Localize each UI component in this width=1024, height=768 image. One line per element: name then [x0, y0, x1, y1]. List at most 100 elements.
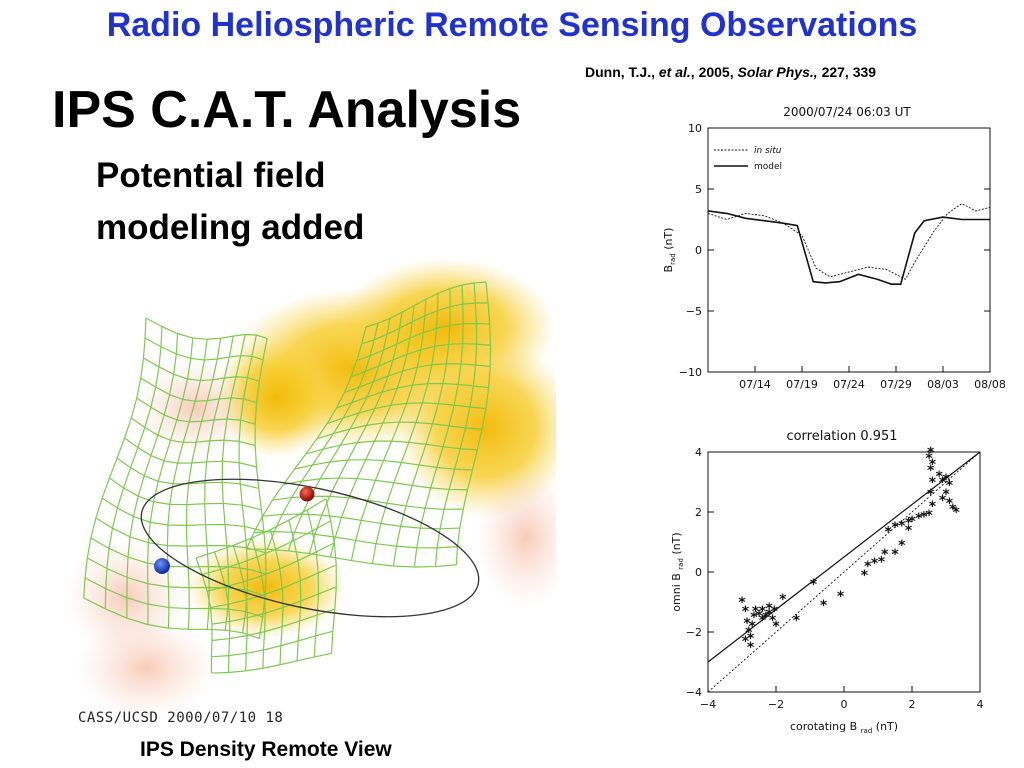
x-axis-label: corotating B rad (nT) [790, 720, 898, 735]
x-tick-label: 07/14 [739, 378, 771, 391]
citation: Dunn, T.J., et al., 2005, Solar Phys., 2… [585, 64, 876, 80]
potential-field-mesh [83, 281, 492, 674]
scatter-point: * [942, 472, 950, 488]
correlation-scatter-chart: correlation 0.951 420−2−4−4 −2 0 2 4 *******… [670, 429, 984, 735]
regression-line [707, 451, 981, 663]
scatter-point: * [953, 505, 961, 521]
scatter-point: * [747, 640, 755, 656]
scatter-point: * [905, 523, 913, 539]
scatter-point: * [747, 631, 755, 647]
mesh-right-lobe [245, 281, 492, 568]
scatter-point: * [881, 547, 889, 563]
scatter-point: * [820, 598, 828, 614]
scatter-point: * [750, 610, 758, 626]
y-tick-label: 0 [695, 566, 702, 579]
visualization-caption: IPS Density Remote View [140, 738, 392, 761]
identity-line [707, 451, 981, 693]
x-tick-label: 07/19 [786, 378, 818, 391]
scatter-point: * [949, 502, 957, 518]
sun-marker [299, 486, 315, 502]
scatter-point: * [769, 613, 777, 629]
citation-journal: Solar Phys., [737, 64, 818, 80]
scatter-point: * [759, 613, 767, 629]
series-model [707, 210, 990, 285]
time-series-chart: 2000/07/24 06:03 UT 10 5 0 −5 −10 07/14 07/19 0… [662, 105, 1006, 391]
x-tick-label: 08/08 [974, 378, 1006, 391]
scatter-point: * [925, 451, 933, 467]
scatter-point: * [942, 487, 950, 503]
scatter-point: * [878, 555, 886, 571]
citation-ref: 227, 339 [821, 64, 877, 80]
y-tick-label: 2 [695, 506, 702, 519]
scatter-point: * [762, 610, 770, 626]
scatter-point: * [929, 457, 937, 473]
x-tick-label: 4 [977, 698, 984, 711]
series-in-situ [707, 203, 991, 280]
y-tick-label: 10 [688, 122, 702, 135]
sub-heading: Potential field modeling added [96, 150, 364, 254]
scatter-point: * [946, 478, 954, 494]
scatter-point: * [793, 613, 801, 629]
scatter-point: * [929, 499, 937, 515]
scatter-point: * [939, 475, 947, 491]
scatter-point: * [920, 510, 928, 526]
y-tick-label: 4 [695, 446, 702, 459]
scatter-point: * [925, 508, 933, 524]
scatter-point: * [898, 538, 906, 554]
citation-etal: et al. [658, 64, 691, 80]
scatter-point: * [864, 559, 872, 575]
y-axis-label: Brad (nT) [662, 228, 677, 273]
y-tick-label: −5 [686, 305, 702, 318]
scatter-point: * [759, 604, 767, 620]
scatter-point: * [772, 619, 780, 635]
citation-author: Dunn, T.J., [585, 64, 655, 80]
scatter-point: * [936, 469, 944, 485]
scatter-point: * [939, 493, 947, 509]
scatter-point: * [885, 525, 893, 541]
legend-label: model [754, 162, 782, 172]
earth-marker [154, 558, 170, 574]
chart-title: correlation 0.951 [786, 429, 897, 444]
scatter-point: * [766, 607, 774, 623]
scatter-point: * [755, 609, 763, 625]
scatter-point: * [745, 625, 753, 641]
scatter-point: * [749, 619, 757, 635]
scatter-point: * [946, 496, 954, 512]
x-tick-label: 07/29 [880, 378, 912, 391]
x-tick-label: 08/03 [927, 378, 959, 391]
scatter-point: * [927, 487, 935, 503]
scatter-point: * [891, 547, 899, 563]
chart-title: 2000/07/24 06:03 UT [783, 105, 911, 119]
scatter-point: * [743, 616, 751, 632]
scatter-point: * [771, 604, 779, 620]
mesh-left-lobe [83, 317, 268, 639]
scatter-point: * [891, 520, 899, 536]
y-tick-label: 5 [695, 183, 702, 196]
sub-heading-line-1: Potential field [96, 156, 326, 195]
scatter-point: * [915, 511, 923, 527]
slide-title: Radio Heliospheric Remote Sensing Observ… [106, 6, 918, 44]
scatter-point: * [927, 463, 935, 479]
y-axis-label: omni B rad (nT) [670, 532, 685, 611]
density-remote-view-image [66, 258, 556, 718]
main-heading: IPS C.A.T. Analysis [52, 81, 522, 139]
scatter-point: * [871, 556, 879, 572]
scatter-point: * [929, 475, 937, 491]
scatter-point: * [766, 601, 774, 617]
x-tick-label: 0 [841, 698, 848, 711]
scatter-point: * [927, 445, 935, 461]
scatter-point: * [738, 595, 746, 611]
x-tick-label: 07/24 [833, 378, 865, 391]
sub-heading-line-2: modeling added [96, 208, 365, 247]
y-tick-label: −4 [686, 686, 702, 699]
scatter-point: * [908, 514, 916, 530]
earth-orbit [140, 478, 480, 618]
x-tick-label: −4 [700, 698, 716, 711]
scatter-point: * [742, 604, 750, 620]
scatter-point: * [837, 589, 845, 605]
legend-label: in situ [754, 146, 782, 156]
scatter-point: * [742, 634, 750, 650]
scatter-point: * [898, 519, 906, 535]
scatter-point: * [861, 568, 869, 584]
y-tick-label: −10 [679, 366, 702, 379]
